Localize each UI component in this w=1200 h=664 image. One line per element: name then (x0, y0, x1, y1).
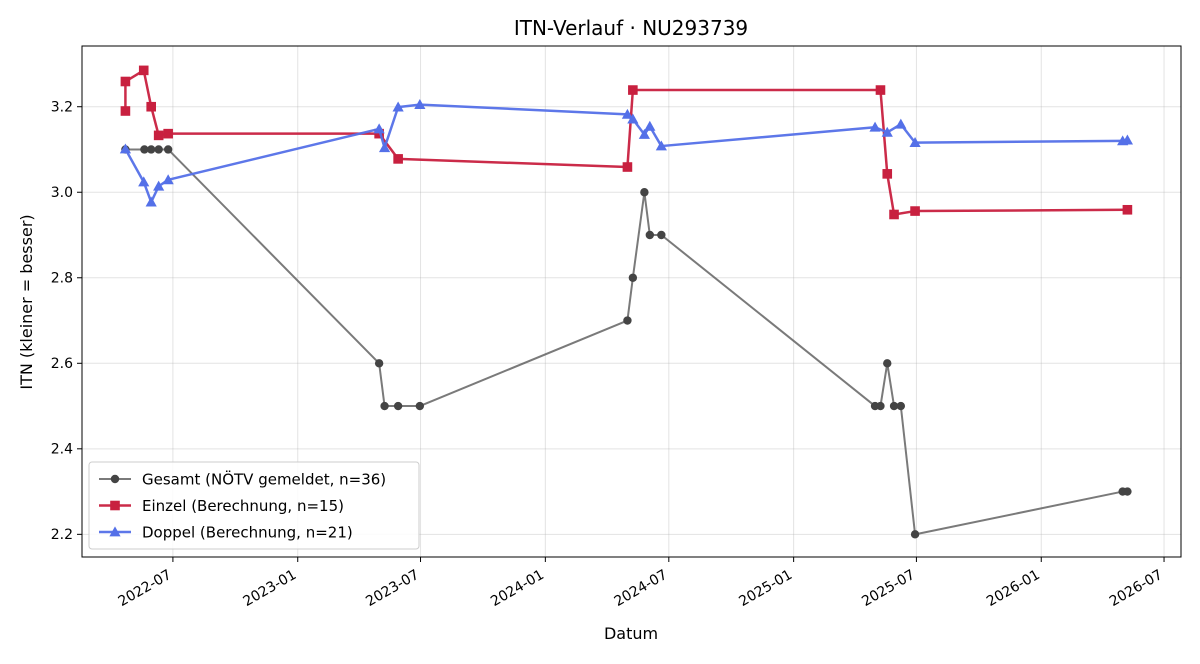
x-tick-label: 2023-07 (363, 567, 422, 610)
data-point (869, 121, 881, 132)
data-point (393, 154, 403, 164)
legend: Gesamt (NÖTV gemeldet, n=36) Einzel (Bere… (88, 461, 420, 550)
data-point (140, 145, 149, 154)
data-point (645, 230, 655, 240)
data-point (1122, 204, 1133, 215)
data-point (415, 401, 425, 411)
legend-label: Einzel (Berechnung, n=15) (142, 497, 344, 515)
series-einzel (120, 65, 1133, 220)
x-tick-label: 2023-01 (241, 567, 300, 610)
legend-label: Doppel (Berechnung, n=21) (142, 523, 353, 541)
series-gesamt (121, 145, 1132, 539)
data-point (374, 359, 384, 368)
data-point (378, 142, 391, 153)
legend-swatch-marker (109, 526, 121, 537)
x-tick-label: 2024-01 (488, 567, 547, 610)
data-point (380, 401, 389, 411)
data-point (163, 128, 173, 139)
data-point (1121, 134, 1134, 145)
x-tick-label: 2026-07 (1107, 567, 1166, 610)
data-point (146, 101, 156, 112)
y-axis-label: ITN (kleiner = besser) (17, 214, 36, 389)
data-point (146, 145, 156, 154)
data-point (638, 128, 650, 139)
y-tick-label: 2.8 (51, 271, 73, 287)
plot-frame (81, 45, 1182, 558)
data-point (628, 273, 638, 282)
legend-item: Doppel (Berechnung, n=21) (99, 523, 353, 541)
data-point (145, 196, 157, 207)
data-point (876, 401, 885, 411)
data-point (1123, 487, 1132, 496)
data-point (910, 206, 920, 216)
y-tick-label: 3.2 (51, 100, 73, 116)
data-point (909, 137, 921, 148)
data-point (882, 169, 893, 179)
y-tick-label: 2.4 (51, 442, 73, 458)
data-point (910, 530, 920, 539)
data-point (153, 130, 164, 141)
series-doppel (119, 98, 1134, 207)
data-point (120, 76, 131, 87)
series-line (124, 103, 1128, 204)
x-tick-label: 2024-07 (612, 567, 671, 610)
x-tick-label: 2022-07 (116, 567, 175, 610)
data-point (138, 65, 149, 76)
data-point (627, 113, 639, 124)
data-point (163, 145, 173, 154)
data-point (374, 128, 384, 139)
data-point (655, 140, 667, 151)
data-point (623, 316, 632, 325)
data-point (414, 98, 426, 109)
chart-title: ITN-Verlauf · NU293739 (514, 16, 748, 40)
x-tick-label: 2025-01 (736, 567, 795, 610)
x-tick-label: 2026-01 (984, 567, 1043, 610)
data-point (628, 85, 638, 95)
x-axis-label: Datum (604, 624, 658, 643)
y-tick-label: 2.2 (51, 527, 73, 543)
legend-item: Einzel (Berechnung, n=15) (99, 497, 344, 515)
data-point (640, 188, 649, 197)
legend-swatch-marker (110, 474, 120, 484)
data-point (392, 101, 404, 112)
data-point (621, 108, 634, 119)
data-point (644, 120, 656, 131)
legend-label: Gesamt (NÖTV gemeldet, n=36) (142, 469, 386, 488)
data-point (657, 230, 666, 240)
data-point (373, 123, 385, 134)
legend-swatch-marker (110, 500, 120, 511)
data-point (896, 401, 906, 411)
x-tick-label: 2025-07 (859, 567, 918, 610)
y-tick-label: 3.0 (51, 185, 73, 201)
data-point (622, 162, 633, 172)
legend-item: Gesamt (NÖTV gemeldet, n=36) (99, 469, 386, 488)
data-point (895, 118, 907, 129)
y-tick-label: 2.6 (51, 356, 73, 372)
data-point (393, 401, 403, 411)
data-point (881, 126, 893, 137)
data-point (138, 176, 150, 187)
data-point (889, 209, 899, 220)
data-point (120, 106, 131, 116)
data-point (153, 180, 165, 191)
data-point (119, 143, 132, 154)
data-point (154, 145, 163, 154)
legend-box (88, 461, 420, 550)
data-point (875, 85, 886, 95)
series-layer (119, 65, 1134, 539)
data-point (889, 401, 899, 411)
data-point (162, 174, 174, 185)
data-point (883, 359, 892, 368)
